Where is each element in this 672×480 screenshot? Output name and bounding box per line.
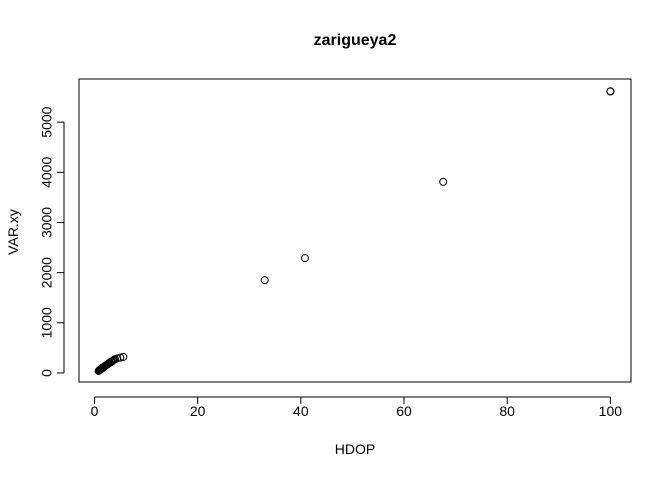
x-tick-label: 80 <box>499 403 515 419</box>
x-tick-label: 100 <box>599 403 623 419</box>
x-tick-label: 40 <box>293 403 309 419</box>
data-point <box>260 276 269 285</box>
y-tick-label: 4000 <box>39 157 55 188</box>
x-axis: 0 20 40 60 80 100 <box>91 396 623 419</box>
y-tick-label: 0 <box>39 369 55 377</box>
y-tick-label: 3000 <box>39 207 55 238</box>
y-axis: 0 1000 2000 3000 4000 5000 <box>39 106 65 377</box>
y-axis-label: VAR.xy <box>5 209 21 255</box>
x-tick-label: 20 <box>190 403 206 419</box>
y-tick-label: 2000 <box>39 257 55 288</box>
x-axis-label: HDOP <box>335 441 375 457</box>
x-tick-label: 0 <box>91 403 99 419</box>
data-point <box>439 177 448 186</box>
data-point <box>109 356 118 365</box>
data-point <box>119 352 128 361</box>
data-point <box>116 353 125 362</box>
x-tick-label: 60 <box>396 403 412 419</box>
chart-title: zarigueya2 <box>314 32 397 49</box>
y-tick-label: 5000 <box>39 106 55 137</box>
data-point <box>300 254 309 263</box>
plot-area-frame <box>78 78 632 383</box>
data-point <box>113 354 122 363</box>
y-tick-label: 1000 <box>39 307 55 338</box>
scatter-points <box>94 87 615 375</box>
data-point <box>606 87 615 96</box>
